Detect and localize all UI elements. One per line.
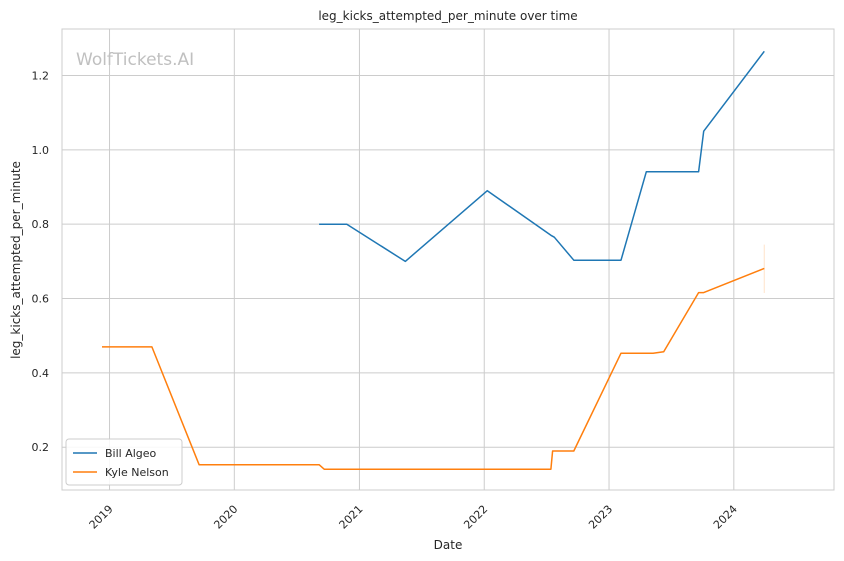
plot-frame bbox=[61, 28, 835, 491]
legend-label-bill-algeo: Bill Algeo bbox=[105, 447, 157, 460]
y-tick-label: 0.2 bbox=[32, 441, 50, 454]
y-axis-label: leg_kicks_attempted_per_minute bbox=[9, 161, 23, 359]
legend: Bill Algeo Kyle Nelson bbox=[65, 438, 183, 486]
series-line-bill-algeo bbox=[319, 50, 765, 263]
y-tick-label: 0.8 bbox=[32, 218, 50, 231]
watermark: WolfTickets.AI bbox=[76, 50, 194, 70]
legend-box bbox=[65, 438, 183, 486]
y-tick-label: 1.2 bbox=[32, 69, 50, 82]
chart-title: leg_kicks_attempted_per_minute over time bbox=[318, 9, 577, 23]
series-line-kyle-nelson bbox=[102, 267, 765, 470]
legend-label-kyle-nelson: Kyle Nelson bbox=[105, 466, 169, 479]
y-tick-label: 1.0 bbox=[32, 144, 50, 157]
x-axis-label: Date bbox=[434, 538, 463, 552]
y-tick-label: 0.6 bbox=[32, 293, 50, 306]
y-tick-label: 0.4 bbox=[32, 367, 50, 380]
y-ticks: 0.2 0.4 0.6 0.8 1.0 1.2 bbox=[32, 69, 50, 454]
series-layer bbox=[102, 50, 765, 470]
